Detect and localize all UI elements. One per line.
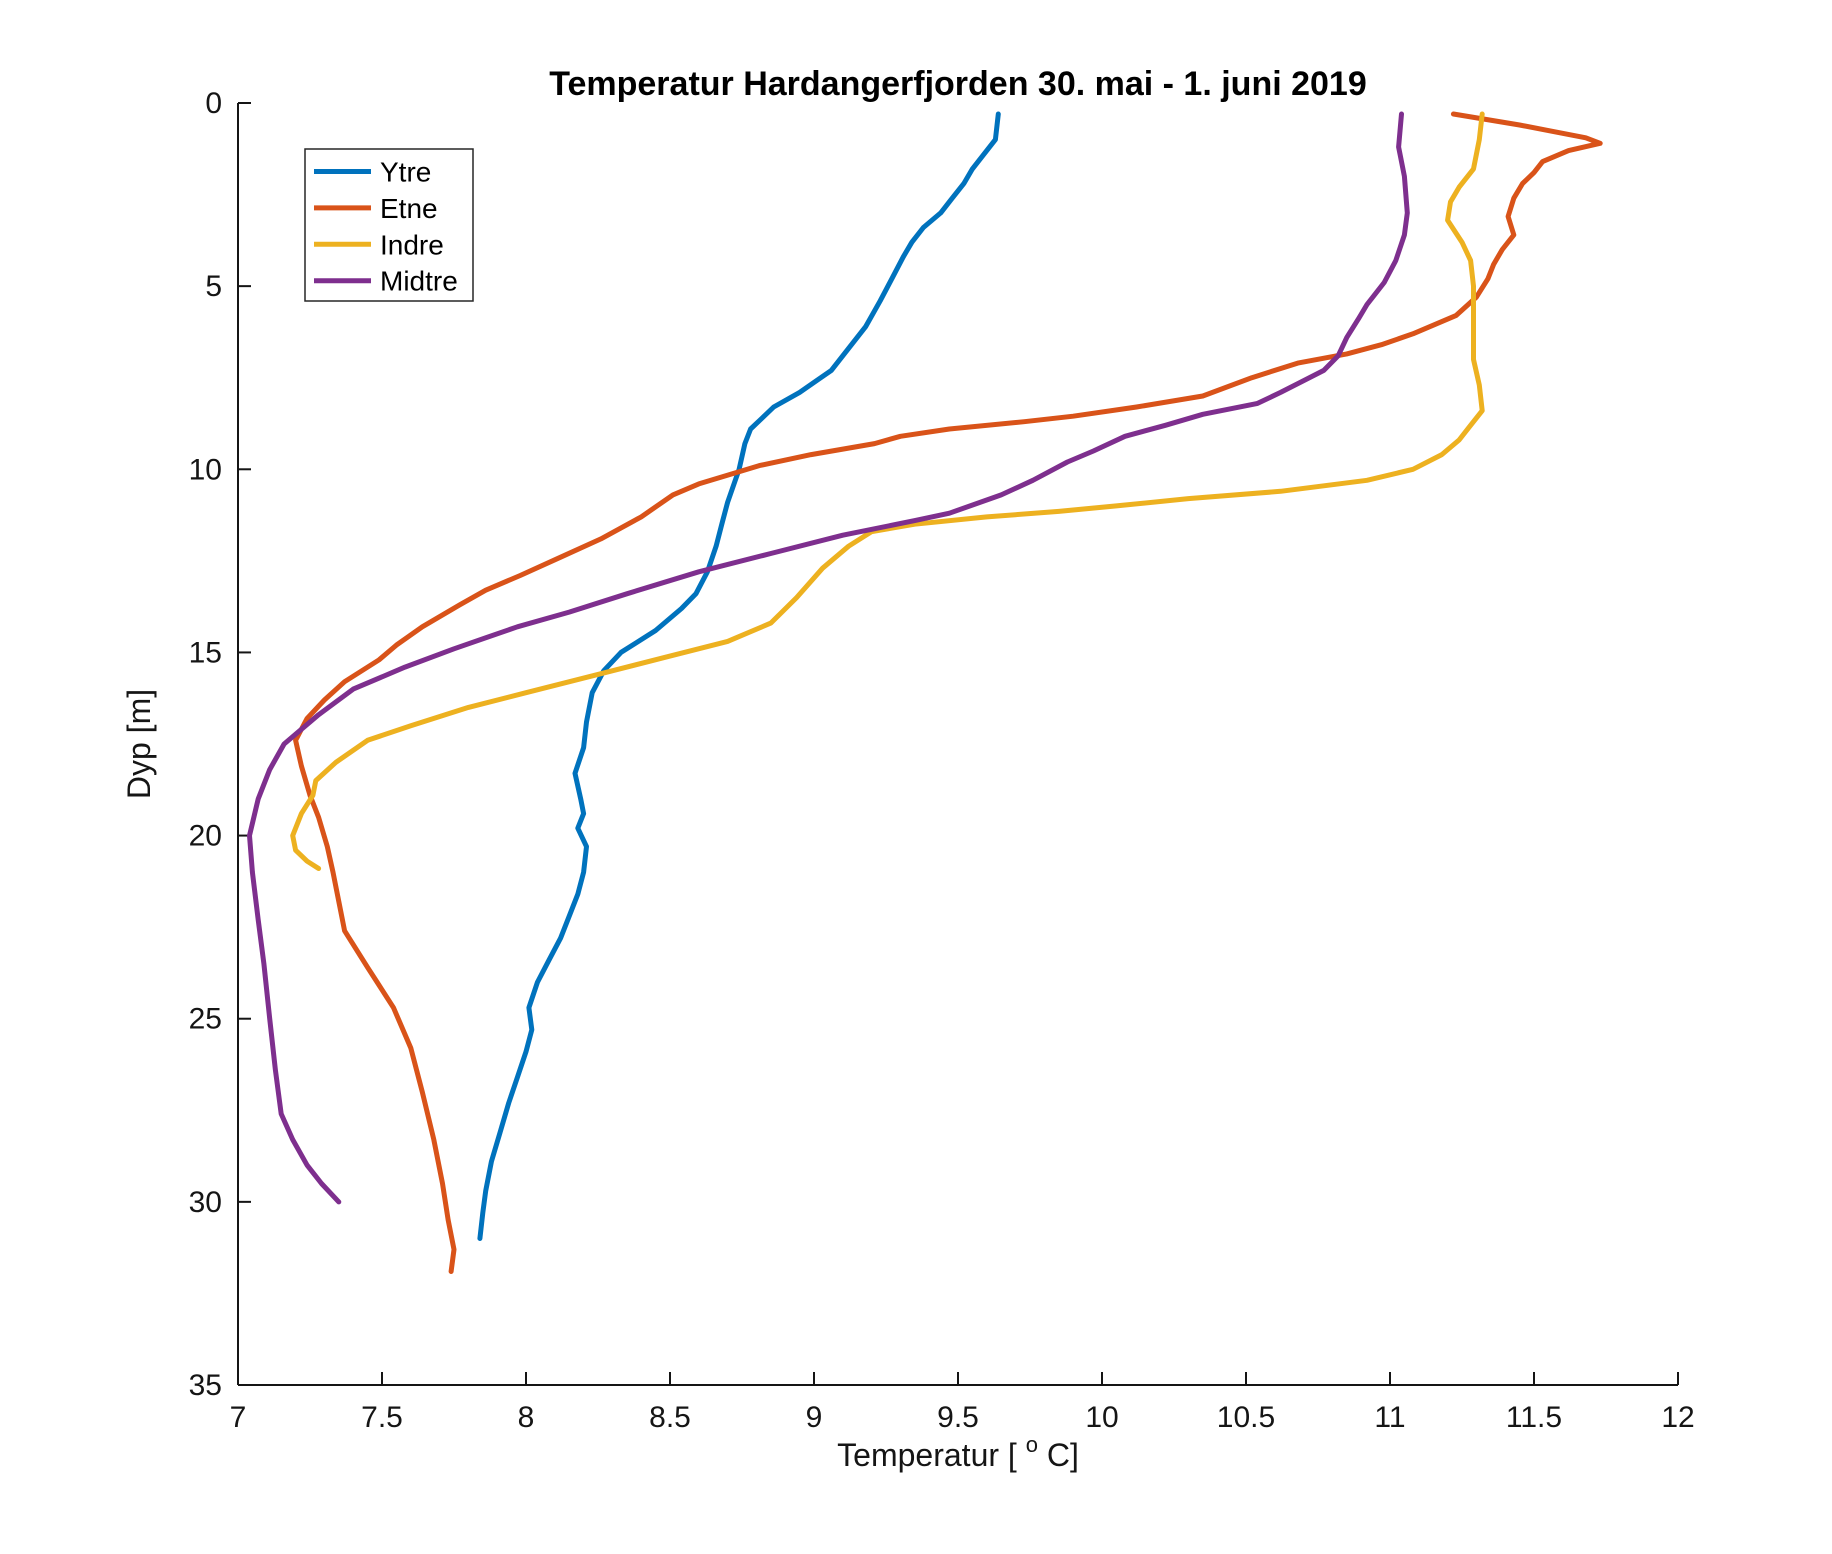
x-axis-title-prefix: Temperatur [ [837,1437,1017,1473]
x-axis-title: Temperatur [ o C] [837,1423,1079,1473]
x-tick-label: 9.5 [937,1401,979,1434]
degree-superscript: o [1026,1432,1038,1457]
y-tick-label: 35 [189,1369,222,1402]
x-tick-label: 9 [806,1401,823,1434]
y-tick-label: 5 [205,270,222,303]
y-tick-label: 30 [189,1186,222,1219]
x-tick-label: 8 [518,1401,535,1434]
y-tick-label: 20 [189,820,222,853]
series-line-ytre [477,111,1001,1241]
x-tick-label: 8.5 [649,1401,691,1434]
y-tick-label: 10 [189,453,222,486]
x-tick-label: 12 [1661,1401,1694,1434]
chart-title: Temperatur Hardangerfjorden 30. mai - 1.… [549,65,1367,103]
legend-label-ytre: Ytre [380,157,431,188]
legend-label-midtre: Midtre [380,266,458,297]
legend-label-etne: Etne [380,193,438,224]
x-tick-label: 7 [230,1401,247,1434]
series-line-indre [290,111,1485,871]
y-tick-label: 15 [189,636,222,669]
y-tick-label: 0 [205,87,222,120]
x-tick-label: 10.5 [1217,1401,1275,1434]
y-tick-label: 25 [189,1003,222,1036]
x-tick-label: 11 [1374,1401,1405,1434]
x-tick-label: 7.5 [361,1401,403,1434]
legend-label-indre: Indre [380,229,444,260]
series-lines [247,111,1603,1274]
legend-box [304,148,474,302]
series-line-midtre [247,111,1410,1205]
legend: Ytre Etne Indre Midtre [304,148,474,302]
series-line-etne [293,111,1603,1274]
y-axis-title: Dyp [m] [121,689,157,799]
x-tick-label: 11.5 [1506,1401,1562,1434]
x-axis-title-suffix: C] [1047,1437,1079,1473]
axis-ticks: 7 7.5 8 8.5 9 9.5 10 10.5 11 11.5 12 0 5 10 15 20 25 30 35 [189,87,1695,1434]
x-tick-label: 10 [1085,1401,1118,1434]
